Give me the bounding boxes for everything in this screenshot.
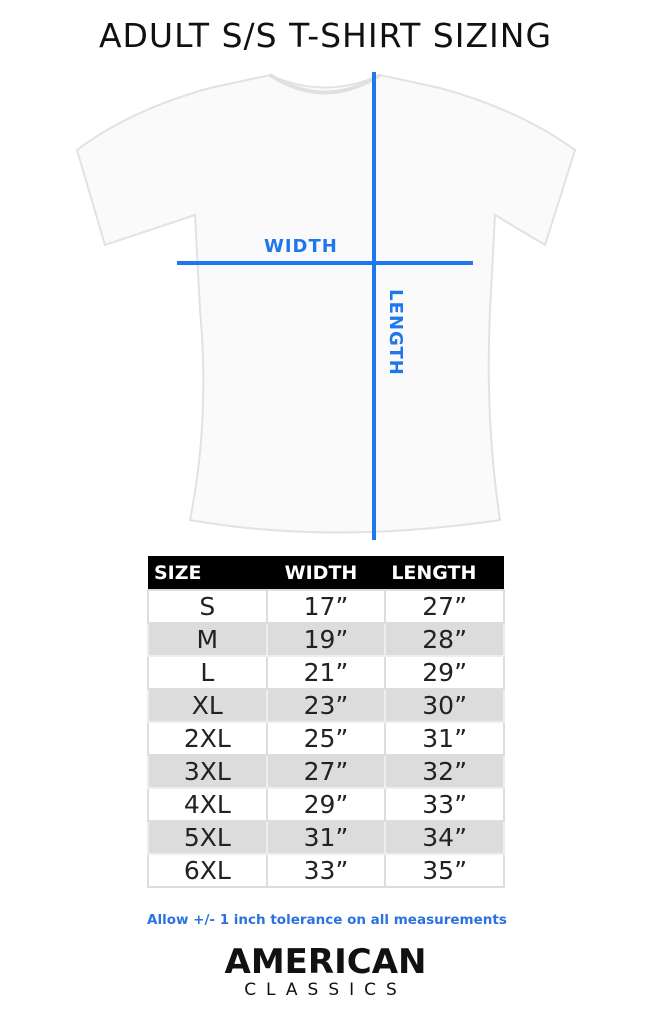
header-width: WIDTH [266, 556, 386, 590]
width-cell: 33” [265, 853, 387, 888]
length-cell: 29” [384, 655, 505, 690]
brand-logo-sub: CLASSICS [244, 980, 407, 1000]
table-row: S 17” 27” [147, 589, 505, 624]
table-row: 6XL 33” 35” [147, 853, 505, 888]
width-label: WIDTH [264, 236, 338, 257]
table-row: 2XL 25” 31” [147, 721, 505, 756]
width-cell: 27” [265, 754, 387, 789]
width-cell: 31” [265, 820, 387, 855]
size-cell: 6XL [147, 853, 268, 888]
length-cell: 32” [384, 754, 505, 789]
width-cell: 17” [265, 589, 387, 624]
size-cell: 2XL [147, 721, 268, 756]
table-row: M 19” 28” [147, 622, 505, 657]
header-length: LENGTH [385, 556, 504, 590]
size-cell: XL [147, 688, 268, 723]
size-cell: 3XL [147, 754, 268, 789]
size-table: SIZE WIDTH LENGTH S 17” 27” M 19” 28” L 21” 29” X… [147, 556, 505, 888]
width-cell: 19” [265, 622, 387, 657]
t-shirt-diagram [75, 72, 577, 540]
width-cell: 21” [265, 655, 387, 690]
table-row: 4XL 29” 33” [147, 787, 505, 822]
tolerance-note: Allow +/- 1 inch tolerance on all measur… [147, 912, 507, 928]
length-label: LENGTH [384, 289, 406, 376]
size-cell: M [147, 622, 268, 657]
width-cell: 25” [265, 721, 387, 756]
length-cell: 30” [384, 688, 505, 723]
page-title: ADULT S/S T-SHIRT SIZING [98, 16, 553, 55]
table-row: 5XL 31” 34” [147, 820, 505, 855]
size-cell: 4XL [147, 787, 268, 822]
length-cell: 34” [384, 820, 505, 855]
length-cell: 33” [384, 787, 505, 822]
length-cell: 31” [384, 721, 505, 756]
size-cell: S [147, 589, 268, 624]
brand-logo: AMERICAN [224, 942, 427, 982]
length-cell: 35” [384, 853, 505, 888]
table-row: XL 23” 30” [147, 688, 505, 723]
size-cell: L [147, 655, 268, 690]
size-cell: 5XL [147, 820, 268, 855]
t-shirt-image [75, 73, 577, 534]
header-size: SIZE [148, 556, 267, 590]
length-cell: 28” [384, 622, 505, 657]
length-cell: 27” [384, 589, 505, 624]
table-row: L 21” 29” [147, 655, 505, 690]
width-cell: 29” [265, 787, 387, 822]
width-cell: 23” [265, 688, 387, 723]
table-row: 3XL 27” 32” [147, 754, 505, 789]
